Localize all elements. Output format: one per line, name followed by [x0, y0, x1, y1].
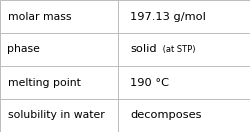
Text: solid: solid	[130, 44, 156, 55]
Text: decomposes: decomposes	[130, 110, 202, 121]
Text: phase: phase	[8, 44, 40, 55]
Text: 197.13 g/mol: 197.13 g/mol	[130, 11, 206, 22]
Text: 190 °C: 190 °C	[130, 77, 169, 88]
Text: solubility in water: solubility in water	[8, 110, 104, 121]
Text: molar mass: molar mass	[8, 11, 71, 22]
Text: melting point: melting point	[8, 77, 81, 88]
Text: (at STP): (at STP)	[160, 45, 196, 54]
